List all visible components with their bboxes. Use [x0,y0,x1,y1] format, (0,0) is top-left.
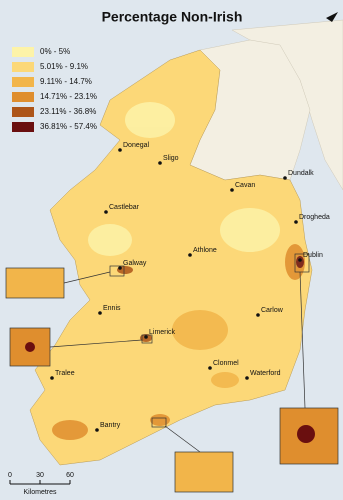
legend-label: 23.11% - 36.8% [40,107,96,116]
towns: Donegal Sligo Cavan Dundalk Castlebar Droghed… [50,142,330,432]
legend-swatch [12,47,34,57]
town-label: Waterford [250,370,281,377]
town-label: Dublin [303,252,323,259]
town-label: Galway [123,260,147,267]
town-label: Drogheda [299,214,330,221]
town-label: Cavan [235,182,255,189]
town-dot [95,428,99,432]
town-dot [118,266,122,270]
town-label: Tralee [55,370,75,377]
town-dot [298,258,302,262]
scale-label: 60 [66,472,74,479]
legend-label: 14.71% - 23.1% [40,92,97,101]
town-label: Castlebar [109,204,140,211]
town-dot [230,188,234,192]
town-label: Donegal [123,142,150,149]
town-label: Clonmel [213,360,239,367]
legend-label: 36.81% - 57.4% [40,122,97,131]
town-label: Bantry [100,422,121,429]
town-dot [98,311,102,315]
legend-swatch [12,77,34,87]
legend-swatch [12,122,34,132]
scale-bar: 0 30 60 Kilometres [8,472,74,496]
town-dot [208,366,212,370]
town-label: Carlow [261,307,284,314]
north-arrow [326,12,338,22]
town-dot [118,148,122,152]
scale-label: 0 [8,472,12,479]
town-label: Sligo [163,155,179,162]
legend-label: 5.01% - 9.1% [40,62,88,71]
town-dot [245,376,249,380]
ireland-land [29,49,313,466]
town-label: Limerick [149,329,176,336]
legend: 0% - 5% 5.01% - 9.1% 9.11% - 14.7% 14.71% -… [12,47,97,132]
town-dot [104,210,108,214]
town-dot [256,313,260,317]
town-dot [144,335,148,339]
legend-label: 9.11% - 14.7% [40,77,92,86]
town-label: Athlone [193,247,217,254]
insets [5,253,339,493]
scale-label: 30 [36,472,44,479]
town-dot [188,253,192,257]
density-patches [52,102,305,440]
legend-label: 0% - 5% [40,47,70,56]
legend-swatch [12,107,34,117]
town-label: Ennis [103,305,121,312]
town-dot [294,220,298,224]
legend-swatch [12,92,34,102]
town-dot [50,376,54,380]
town-label: Dundalk [288,170,314,177]
town-dot [283,176,287,180]
map-title: Percentage Non-Irish [102,9,243,25]
town-dot [158,161,162,165]
legend-swatch [12,62,34,72]
scale-unit: Kilometres [23,489,57,496]
